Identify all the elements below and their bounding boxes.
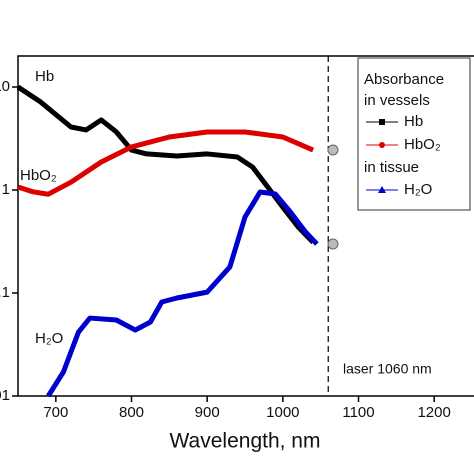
marker xyxy=(379,119,385,125)
series-label: H₂O xyxy=(35,330,63,347)
x-tick-label: 1200 xyxy=(417,404,450,421)
legend-box xyxy=(357,57,471,211)
legend-group: in tissue xyxy=(364,159,419,176)
x-axis-label: Wavelength, nm xyxy=(170,430,321,453)
marker xyxy=(379,142,385,148)
series-line xyxy=(46,189,319,398)
legend-label: Hb xyxy=(404,113,423,130)
series-label: Hb xyxy=(35,68,54,85)
x-tick-label: 1000 xyxy=(266,404,299,421)
legend: Absorbance in vessels in tissue Hb HbO₂ H₂… xyxy=(357,57,471,211)
x-tick-label: 1100 xyxy=(342,404,374,421)
plot-frame xyxy=(17,55,474,397)
legend-label: H₂O xyxy=(404,181,432,198)
x-tick-label: 800 xyxy=(119,404,144,421)
series-label: HbO₂ xyxy=(20,167,57,184)
x-tick-label: 700 xyxy=(43,404,68,421)
x-tick-label: 900 xyxy=(195,404,220,421)
y-tick-label: 10 xyxy=(0,78,10,95)
laser-point xyxy=(327,238,339,250)
laser-label: laser 1060 nm xyxy=(343,361,432,377)
y-tick-label: 0.1 xyxy=(0,284,10,301)
y-tick-label: 0.01 xyxy=(0,387,10,404)
series-line xyxy=(17,129,315,197)
legend-title: Absorbance xyxy=(364,71,444,88)
laser-point xyxy=(327,144,339,156)
legend-label: HbO₂ xyxy=(404,136,441,153)
legend-title: in vessels xyxy=(364,92,430,109)
marker xyxy=(378,186,386,193)
y-tick-label: 1 xyxy=(2,181,10,198)
